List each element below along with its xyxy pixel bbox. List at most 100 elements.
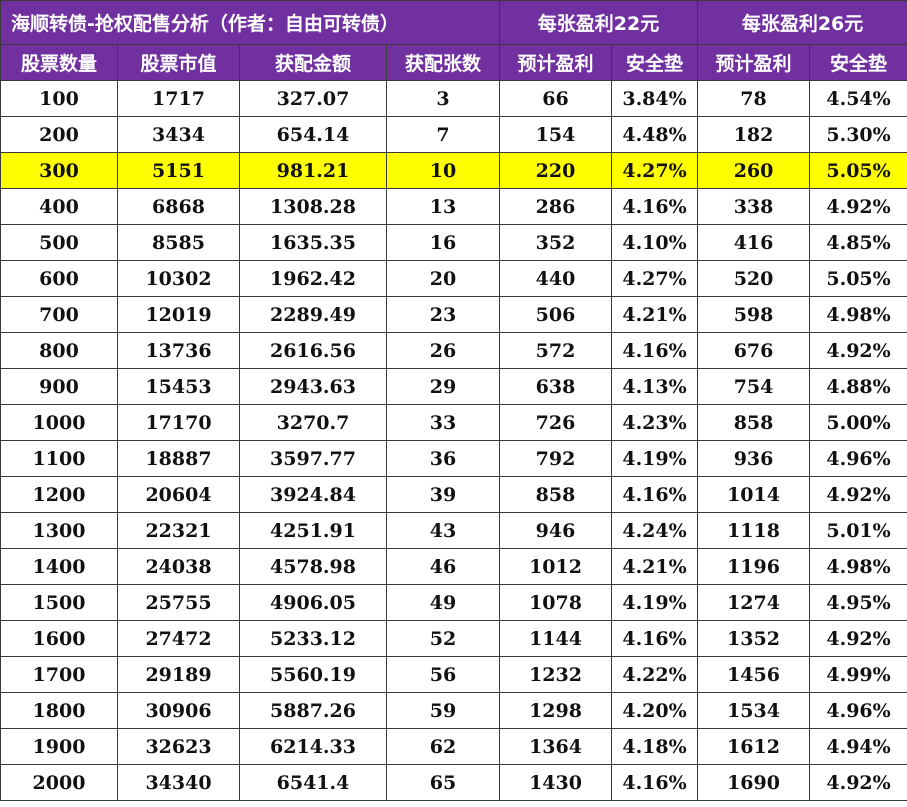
cell-share-count: 200 bbox=[0, 116, 118, 153]
cell-margin-26: 5.30% bbox=[809, 116, 907, 153]
cell-margin-26: 4.98% bbox=[809, 296, 907, 333]
cell-profit-22: 66 bbox=[499, 80, 613, 117]
cell-margin-22: 4.27% bbox=[611, 260, 699, 297]
cell-share-count: 1800 bbox=[0, 692, 118, 729]
cell-share-count: 2000 bbox=[0, 764, 118, 801]
cell-margin-22: 4.16% bbox=[611, 476, 699, 513]
col-header-allotted-amount: 获配金额 bbox=[239, 44, 387, 81]
col-header-share-count: 股票数量 bbox=[0, 44, 118, 81]
cell-allotted-count: 52 bbox=[385, 620, 501, 657]
col-header-margin-22: 安全垫 bbox=[611, 44, 699, 81]
cell-market-value: 13736 bbox=[117, 332, 240, 369]
cell-allotted-amount: 5560.19 bbox=[239, 656, 387, 693]
cell-margin-26: 4.92% bbox=[809, 620, 907, 657]
cell-profit-22: 1430 bbox=[499, 764, 613, 801]
cell-profit-22: 1298 bbox=[499, 692, 613, 729]
cell-allotted-count: 62 bbox=[385, 728, 501, 765]
cell-profit-26: 416 bbox=[697, 224, 811, 261]
cell-profit-26: 1014 bbox=[697, 476, 811, 513]
cell-share-count: 1600 bbox=[0, 620, 118, 657]
cell-margin-26: 4.92% bbox=[809, 332, 907, 369]
table-body: 100 1717 327.07 3 66 3.84% 78 4.54% 200 3434 654.1… bbox=[0, 80, 907, 801]
cell-allotted-amount: 5887.26 bbox=[239, 692, 387, 729]
cell-market-value: 8585 bbox=[117, 224, 240, 261]
cell-allotted-amount: 327.07 bbox=[239, 80, 387, 117]
cell-share-count: 1400 bbox=[0, 548, 118, 585]
cell-share-count: 1700 bbox=[0, 656, 118, 693]
cell-market-value: 17170 bbox=[117, 404, 240, 441]
cell-margin-26: 5.01% bbox=[809, 512, 907, 549]
cell-margin-22: 4.27% bbox=[611, 152, 699, 189]
cell-allotted-amount: 1962.42 bbox=[239, 260, 387, 297]
cell-profit-22: 506 bbox=[499, 296, 613, 333]
cell-market-value: 5151 bbox=[117, 152, 240, 189]
cell-allotted-amount: 4578.98 bbox=[239, 548, 387, 585]
cell-allotted-count: 59 bbox=[385, 692, 501, 729]
table-row: 1600 27472 5233.12 52 1144 4.16% 1352 4.92% bbox=[0, 620, 907, 657]
cell-allotted-count: 13 bbox=[385, 188, 501, 225]
cell-profit-26: 1456 bbox=[697, 656, 811, 693]
cell-margin-26: 4.92% bbox=[809, 188, 907, 225]
cell-allotted-amount: 3270.7 bbox=[239, 404, 387, 441]
cell-margin-22: 4.16% bbox=[611, 764, 699, 801]
cell-market-value: 32623 bbox=[117, 728, 240, 765]
cell-share-count: 800 bbox=[0, 332, 118, 369]
group-header-22: 每张盈利22元 bbox=[499, 0, 699, 45]
cell-share-count: 1200 bbox=[0, 476, 118, 513]
table-row: 1800 30906 5887.26 59 1298 4.20% 1534 4.96% bbox=[0, 692, 907, 729]
table-row: 1300 22321 4251.91 43 946 4.24% 1118 5.01% bbox=[0, 512, 907, 549]
cell-profit-26: 858 bbox=[697, 404, 811, 441]
cell-allotted-count: 46 bbox=[385, 548, 501, 585]
cell-share-count: 600 bbox=[0, 260, 118, 297]
cell-share-count: 500 bbox=[0, 224, 118, 261]
cell-allotted-count: 23 bbox=[385, 296, 501, 333]
cell-allotted-amount: 3924.84 bbox=[239, 476, 387, 513]
cell-profit-26: 936 bbox=[697, 440, 811, 477]
cell-allotted-amount: 981.21 bbox=[239, 152, 387, 189]
cell-market-value: 20604 bbox=[117, 476, 240, 513]
cell-market-value: 18887 bbox=[117, 440, 240, 477]
table-row: 700 12019 2289.49 23 506 4.21% 598 4.98% bbox=[0, 296, 907, 333]
cell-margin-26: 4.95% bbox=[809, 584, 907, 621]
cell-margin-22: 4.19% bbox=[611, 584, 699, 621]
cell-share-count: 1500 bbox=[0, 584, 118, 621]
cell-margin-26: 5.05% bbox=[809, 152, 907, 189]
table-row: 600 10302 1962.42 20 440 4.27% 520 5.05% bbox=[0, 260, 907, 297]
cell-market-value: 27472 bbox=[117, 620, 240, 657]
table-row: 500 8585 1635.35 16 352 4.10% 416 4.85% bbox=[0, 224, 907, 261]
cell-allotted-amount: 3597.77 bbox=[239, 440, 387, 477]
table-row: 1500 25755 4906.05 49 1078 4.19% 1274 4.95% bbox=[0, 584, 907, 621]
cell-margin-22: 4.18% bbox=[611, 728, 699, 765]
cell-market-value: 6868 bbox=[117, 188, 240, 225]
cell-margin-26: 4.92% bbox=[809, 764, 907, 801]
table-row: 1700 29189 5560.19 56 1232 4.22% 1456 4.99% bbox=[0, 656, 907, 693]
cell-allotted-count: 26 bbox=[385, 332, 501, 369]
cell-profit-26: 1118 bbox=[697, 512, 811, 549]
cell-market-value: 1717 bbox=[117, 80, 240, 117]
cell-profit-22: 154 bbox=[499, 116, 613, 153]
cell-profit-26: 260 bbox=[697, 152, 811, 189]
cell-profit-22: 1232 bbox=[499, 656, 613, 693]
cell-allotted-amount: 1635.35 bbox=[239, 224, 387, 261]
cell-share-count: 900 bbox=[0, 368, 118, 405]
cell-profit-22: 946 bbox=[499, 512, 613, 549]
cell-margin-26: 4.92% bbox=[809, 476, 907, 513]
cell-allotted-count: 20 bbox=[385, 260, 501, 297]
cell-allotted-count: 16 bbox=[385, 224, 501, 261]
cell-profit-26: 338 bbox=[697, 188, 811, 225]
cell-allotted-amount: 1308.28 bbox=[239, 188, 387, 225]
cell-share-count: 1300 bbox=[0, 512, 118, 549]
cell-allotted-amount: 6541.4 bbox=[239, 764, 387, 801]
table-row: 800 13736 2616.56 26 572 4.16% 676 4.92% bbox=[0, 332, 907, 369]
cell-profit-26: 1196 bbox=[697, 548, 811, 585]
cell-allotted-amount: 6214.33 bbox=[239, 728, 387, 765]
cell-allotted-count: 10 bbox=[385, 152, 501, 189]
cell-market-value: 3434 bbox=[117, 116, 240, 153]
table-row: 900 15453 2943.63 29 638 4.13% 754 4.88% bbox=[0, 368, 907, 405]
cell-share-count: 100 bbox=[0, 80, 118, 117]
cell-margin-22: 4.21% bbox=[611, 548, 699, 585]
cell-margin-26: 5.05% bbox=[809, 260, 907, 297]
column-header-row: 股票数量 股票市值 获配金额 获配张数 预计盈利 安全垫 预计盈利 安全垫 bbox=[0, 44, 907, 81]
col-header-profit-26: 预计盈利 bbox=[697, 44, 811, 81]
